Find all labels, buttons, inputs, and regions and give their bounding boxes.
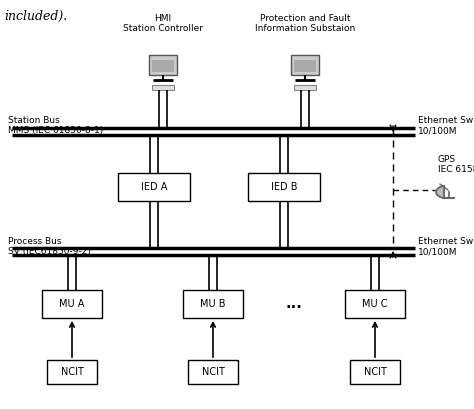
Text: IED A: IED A: [141, 182, 167, 192]
FancyBboxPatch shape: [345, 290, 405, 318]
Text: MU C: MU C: [362, 299, 388, 309]
Text: IED B: IED B: [271, 182, 297, 192]
FancyBboxPatch shape: [350, 360, 400, 384]
Bar: [149, 55, 177, 75]
Bar: [291, 55, 319, 75]
Text: Station Bus
MMS (IEC 61850-8-1): Station Bus MMS (IEC 61850-8-1): [8, 116, 103, 135]
Text: ...: ...: [285, 297, 302, 312]
Bar: [152, 85, 174, 90]
FancyBboxPatch shape: [118, 173, 190, 201]
Text: Ethernet Switch
10/100M: Ethernet Switch 10/100M: [418, 237, 474, 256]
Bar: [294, 60, 316, 72]
Polygon shape: [436, 186, 444, 198]
Text: NCIT: NCIT: [364, 367, 386, 377]
Bar: [294, 85, 316, 90]
Bar: [152, 60, 174, 72]
Text: HMI
Station Controller: HMI Station Controller: [123, 14, 203, 34]
Text: included).: included).: [4, 10, 67, 23]
FancyBboxPatch shape: [188, 360, 238, 384]
Text: GPS
IEC 61588: GPS IEC 61588: [438, 155, 474, 174]
Text: MU B: MU B: [200, 299, 226, 309]
Text: NCIT: NCIT: [201, 367, 224, 377]
Text: MU A: MU A: [59, 299, 85, 309]
FancyBboxPatch shape: [42, 290, 102, 318]
FancyBboxPatch shape: [47, 360, 97, 384]
Text: Process Bus
SV (IEC61850-9-2): Process Bus SV (IEC61850-9-2): [8, 237, 91, 256]
FancyBboxPatch shape: [248, 173, 320, 201]
Text: Protection and Fault
Information Substaion: Protection and Fault Information Substai…: [255, 14, 355, 34]
Text: NCIT: NCIT: [61, 367, 83, 377]
Text: Ethernet Switch
10/100M: Ethernet Switch 10/100M: [418, 116, 474, 135]
FancyBboxPatch shape: [183, 290, 243, 318]
